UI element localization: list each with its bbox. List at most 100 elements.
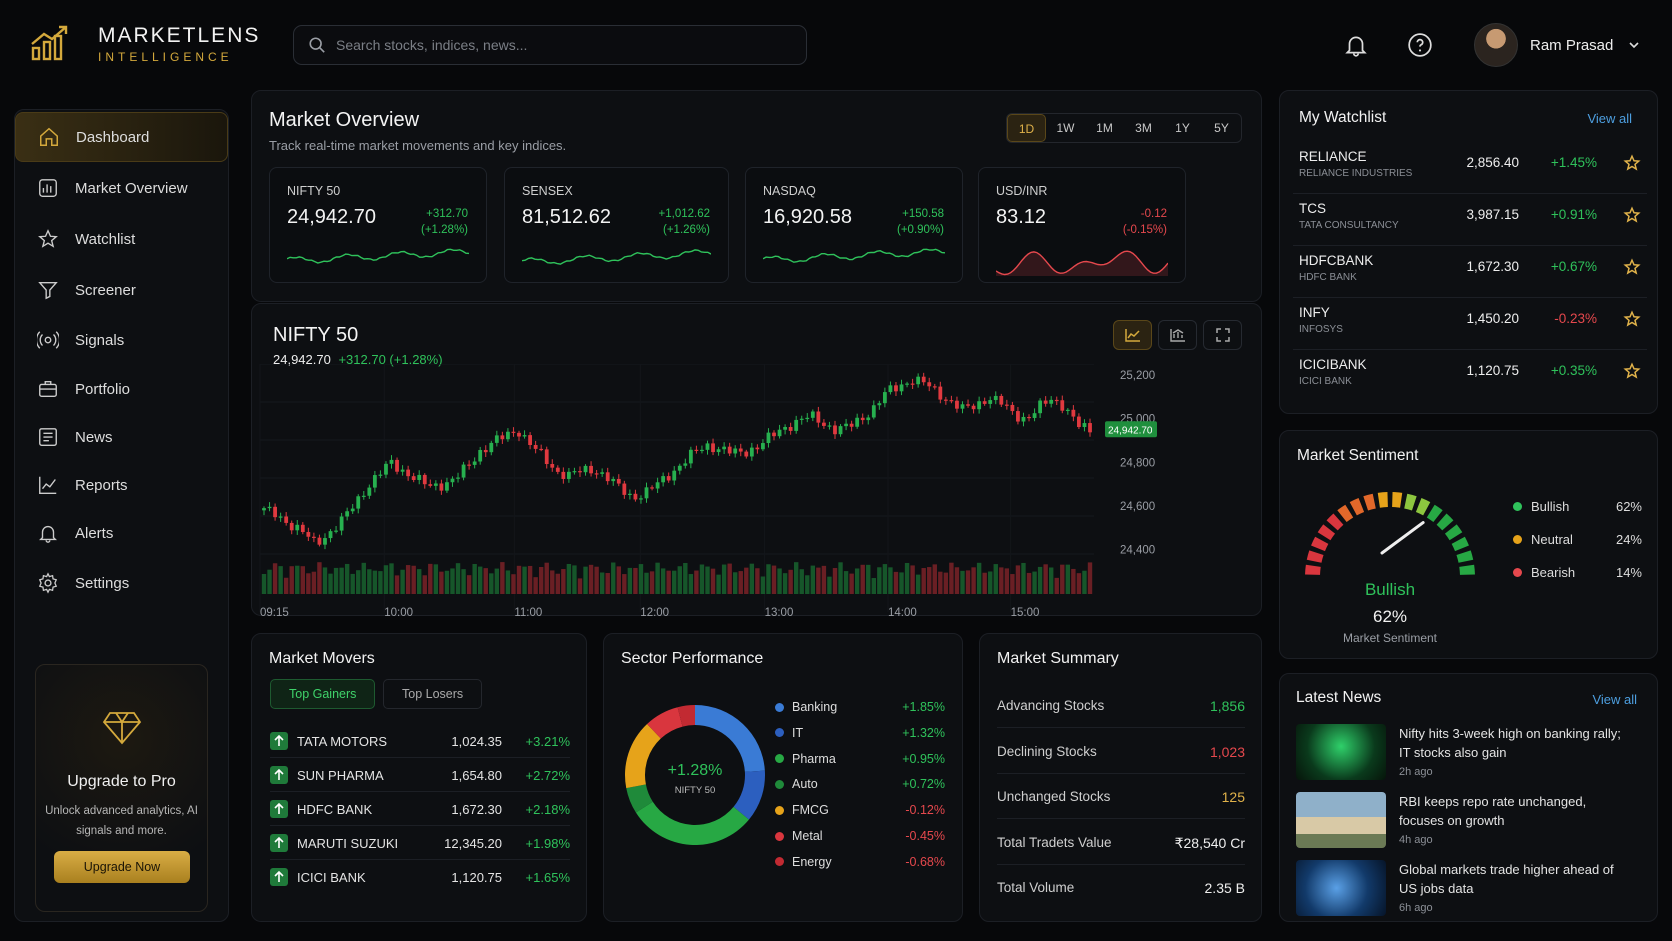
timeframe-1m[interactable]: 1M [1096, 121, 1113, 135]
star-icon[interactable] [1623, 154, 1641, 172]
volume-bar [511, 574, 516, 594]
sidebar-item-portfolio[interactable]: Portfolio [15, 364, 228, 414]
mover-row[interactable]: ICICI BANK 1,120.75 +1.65% [270, 860, 570, 894]
star-icon[interactable] [1623, 362, 1641, 380]
volume-bar [771, 565, 777, 594]
mover-row[interactable]: MARUTI SUZUKI 12,345.20 +1.98% [270, 826, 570, 860]
candle-body [395, 459, 399, 472]
index-change-pct: (+0.90%) [897, 224, 944, 236]
volume-bar [516, 565, 522, 594]
sidebar-item-label: Screener [75, 281, 136, 299]
volume-bar [871, 578, 876, 594]
sidebar-item-reports[interactable]: Reports [15, 460, 228, 510]
gauge-segment [1404, 493, 1417, 511]
volume-bar [300, 566, 306, 594]
user-menu[interactable]: Ram Prasad [1474, 23, 1641, 67]
volume-bar [616, 566, 621, 594]
volume-bar [993, 564, 998, 594]
sidebar-item-alerts[interactable]: Alerts [15, 508, 228, 558]
news-item[interactable]: Nifty hits 3-week high on banking rally;… [1296, 724, 1646, 788]
volume-bar [538, 567, 544, 594]
news-item[interactable]: RBI keeps repo rate unchanged, focuses o… [1296, 792, 1646, 856]
news-time: 2h ago [1399, 766, 1433, 778]
summary-row: Total Tradets Value ₹28,540 Cr [997, 835, 1245, 875]
candle-body [411, 476, 416, 481]
volume-bar [749, 563, 755, 594]
candle-body [988, 400, 993, 404]
star-icon[interactable] [1623, 206, 1641, 224]
candle-body [838, 426, 843, 435]
upgrade-now-button[interactable]: Upgrade Now [54, 851, 190, 883]
tab-top-losers[interactable]: Top Losers [383, 679, 483, 709]
sidebar-item-signals[interactable]: Signals [15, 315, 228, 365]
sidebar-item-screener[interactable]: Screener [15, 265, 228, 315]
sidebar-item-watchlist[interactable]: Watchlist [15, 214, 228, 264]
x-tick-label: 11:00 [514, 607, 542, 616]
watchlist-view-all-link[interactable]: View all [1587, 111, 1632, 126]
mover-row[interactable]: HDFC BANK 1,672.30 +2.18% [270, 792, 570, 826]
watchlist-row-hdfcbank[interactable]: HDFCBANK HDFC BANK 1,672.30 +0.67% [1293, 249, 1647, 301]
fullscreen-button[interactable] [1203, 320, 1242, 350]
candle-body [483, 449, 488, 453]
timeframe-1d[interactable]: 1D [1007, 114, 1046, 142]
watchlist-row-tcs[interactable]: TCS TATA CONSULTANCY 3,987.15 +0.91% [1293, 197, 1647, 249]
sidebar-item-settings[interactable]: Settings [15, 558, 228, 608]
index-card-sensex[interactable]: SENSEX 81,512.62 +1,012.62 (+1.26%) [504, 167, 729, 283]
watch-pct: +0.67% [1550, 259, 1597, 274]
indicator-view-button[interactable] [1158, 320, 1197, 350]
candle-body [589, 465, 593, 474]
index-card-nasdaq[interactable]: NASDAQ 16,920.58 +150.58 (+0.90%) [745, 167, 963, 283]
search-input[interactable] [336, 37, 776, 53]
index-card-usd-inr[interactable]: USD/INR 83.12 -0.12 (-0.15%) [978, 167, 1186, 283]
volume-bar [976, 562, 982, 594]
volume-bar [843, 571, 849, 594]
candle-body [566, 471, 571, 479]
candle-body [1021, 416, 1026, 422]
legend-dot [1513, 502, 1522, 511]
volume-bar [572, 565, 577, 594]
sidebar-item-dashboard[interactable]: Dashboard [15, 112, 228, 162]
summary-row: Advancing Stocks 1,856 [997, 698, 1245, 738]
sidebar-item-market-overview[interactable]: Market Overview [15, 163, 228, 213]
sidebar-item-news[interactable]: News [15, 412, 228, 462]
watchlist-row-icicibank[interactable]: ICICIBANK ICICI BANK 1,120.75 +0.35% [1299, 353, 1641, 405]
notification-bell-icon[interactable] [1343, 32, 1369, 58]
volume-bar [760, 576, 766, 594]
candle-body [489, 442, 494, 453]
mover-row[interactable]: SUN PHARMA 1,654.80 +2.72% [270, 758, 570, 792]
volume-bar [666, 570, 671, 594]
watchlist-row-infy[interactable]: INFY INFOSYS 1,450.20 -0.23% [1293, 301, 1647, 353]
legend-dot [775, 754, 784, 764]
tab-top-gainers[interactable]: Top Gainers [270, 679, 376, 709]
overview-subtitle: Track real-time market movements and key… [269, 138, 567, 153]
candle-body [999, 395, 1004, 405]
timeframe-1y[interactable]: 1Y [1175, 121, 1190, 135]
timeframe-1w[interactable]: 1W [1056, 121, 1075, 135]
help-icon[interactable] [1407, 32, 1433, 58]
volume-bar [622, 574, 627, 594]
search-bar[interactable] [293, 25, 807, 65]
candle-body [627, 493, 632, 495]
index-card-nifty-50[interactable]: NIFTY 50 24,942.70 +312.70 (+1.28%) [269, 167, 487, 283]
candle-body [578, 471, 582, 473]
timeframe-3m[interactable]: 3M [1135, 121, 1152, 135]
star-icon[interactable] [1623, 258, 1641, 276]
volume-bar [915, 574, 921, 594]
news-item[interactable]: Global markets trade higher ahead of US … [1296, 860, 1646, 924]
movers-title: Market Movers [269, 650, 375, 667]
candlestick-view-button[interactable] [1113, 320, 1152, 350]
timeframe-5y[interactable]: 5Y [1214, 121, 1229, 135]
sentiment-legend-name: Bullish [1531, 499, 1570, 514]
volume-bar [960, 570, 965, 594]
candle-body [810, 411, 815, 418]
news-view-all-link[interactable]: View all [1592, 692, 1637, 707]
volume-bar [1037, 566, 1043, 594]
volume-bar [561, 569, 566, 594]
mover-row[interactable]: TATA MOTORS 1,024.35 +3.21% [270, 724, 570, 758]
candle-body [894, 385, 898, 392]
candle-body [827, 425, 832, 427]
star-icon[interactable] [1623, 310, 1641, 328]
watchlist-row-reliance[interactable]: RELIANCE RELIANCE INDUSTRIES 2,856.40 +1.45… [1293, 145, 1647, 197]
candle-body [445, 482, 449, 491]
